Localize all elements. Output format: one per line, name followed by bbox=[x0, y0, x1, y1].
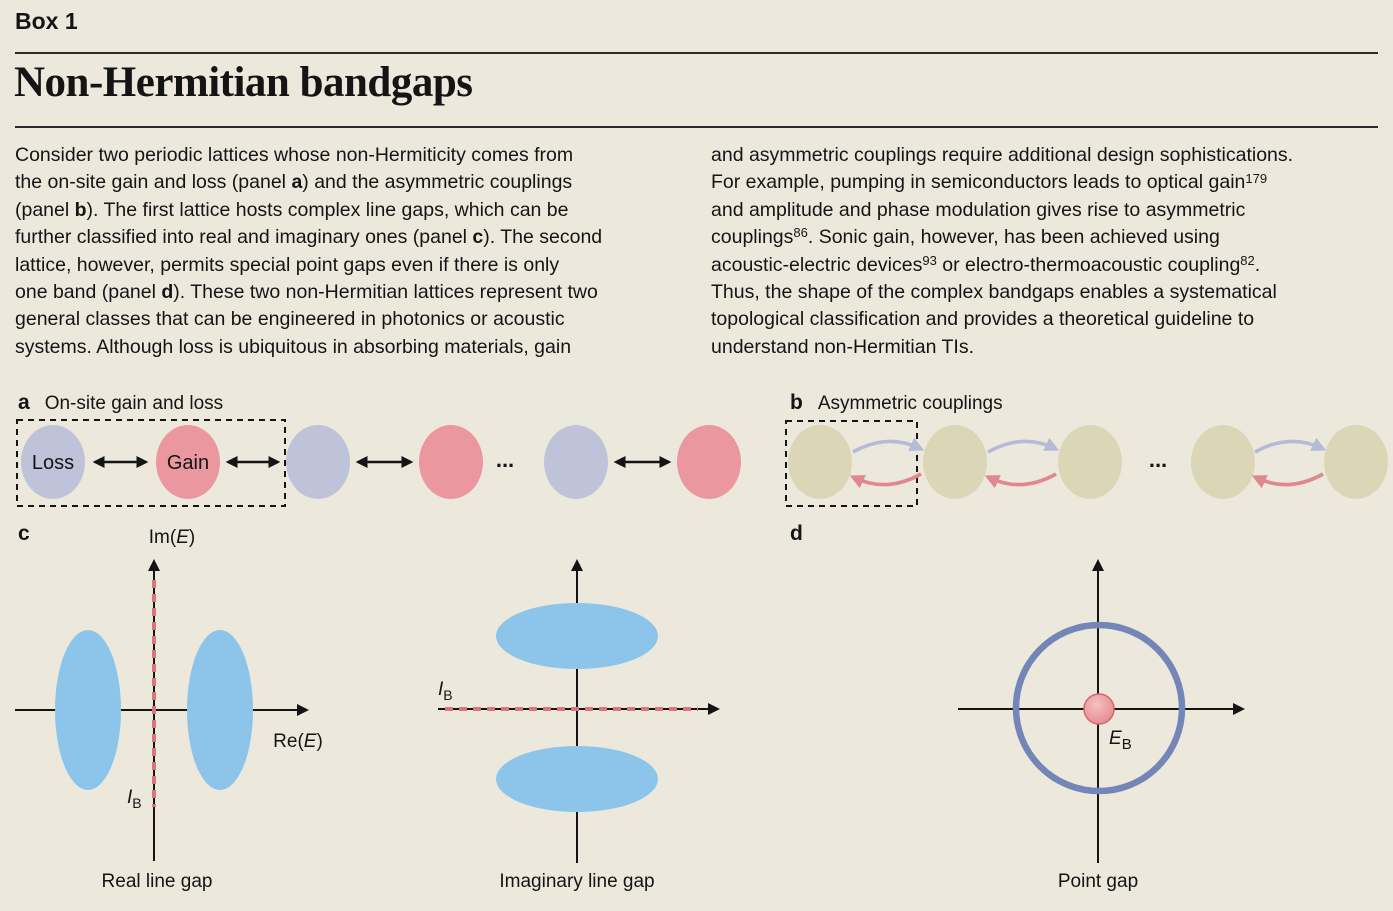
lattice-site-circle bbox=[788, 425, 852, 499]
real-line-gap-caption: Real line gap bbox=[101, 871, 213, 892]
forward-coupling-arrow bbox=[1254, 437, 1327, 454]
loss-site-circle bbox=[544, 425, 608, 499]
header-divider-top bbox=[15, 52, 1378, 54]
energy-band-ellipse bbox=[496, 603, 658, 669]
unit-cell-dashed-box bbox=[785, 420, 918, 507]
loss-site-label: Loss bbox=[32, 452, 74, 474]
point-gap-diagram: EB bbox=[958, 559, 1245, 863]
backward-coupling-arrow bbox=[984, 472, 1057, 489]
lattice-site-circle bbox=[1324, 425, 1388, 499]
panel-a-header: a On-site gain and loss bbox=[18, 391, 223, 415]
panel-c-header: c bbox=[18, 522, 30, 546]
panel-b-letter: b bbox=[790, 391, 803, 414]
page-title: Non-Hermitian bandgaps bbox=[14, 59, 473, 106]
real-axis-label: Re(E) bbox=[273, 731, 323, 752]
gap-point-label: IB bbox=[127, 787, 142, 811]
imaginary-line-gap-caption: Imaginary line gap bbox=[499, 871, 655, 892]
lattice-ellipsis: ... bbox=[496, 447, 514, 472]
imaginary-axis-label: Im(E) bbox=[149, 527, 195, 548]
forward-coupling-arrow bbox=[987, 437, 1060, 454]
gain-site-label: Gain bbox=[167, 452, 209, 474]
body-text-right-column: and asymmetric couplings require additio… bbox=[711, 144, 1294, 358]
loss-site-circle bbox=[286, 425, 350, 499]
energy-band-ellipse bbox=[55, 630, 121, 790]
reference-energy-label: EB bbox=[1109, 728, 1132, 753]
lattice-site-circle bbox=[1058, 425, 1122, 499]
gap-point-label: IB bbox=[438, 679, 453, 703]
energy-band-ellipse bbox=[187, 630, 253, 790]
panel-b-title: Asymmetric couplings bbox=[817, 393, 1003, 414]
panel-a-letter: a bbox=[18, 391, 30, 414]
loss-site-circle bbox=[21, 425, 85, 499]
panel-b-header: b Asymmetric couplings bbox=[790, 391, 1003, 415]
lattice-ellipsis: ... bbox=[1149, 447, 1167, 472]
backward-coupling-arrow bbox=[849, 472, 922, 489]
box-number-label: Box 1 bbox=[15, 8, 78, 34]
panel-b-lattice-diagram: ... bbox=[785, 420, 1388, 507]
energy-band-ellipse bbox=[496, 746, 658, 812]
body-text-left-column: Consider two periodic lattices whose non… bbox=[15, 144, 603, 358]
header-divider-bottom bbox=[15, 126, 1378, 128]
panel-d-letter: d bbox=[790, 522, 803, 545]
forward-coupling-arrow bbox=[852, 437, 925, 454]
lattice-site-circle bbox=[1191, 425, 1255, 499]
point-gap-caption: Point gap bbox=[1057, 871, 1139, 892]
gain-site-circle bbox=[677, 425, 741, 499]
gain-site-circle bbox=[156, 425, 220, 499]
panel-a-lattice-diagram: Loss Gain ... bbox=[16, 419, 741, 507]
lattice-site-circle bbox=[923, 425, 987, 499]
backward-coupling-arrow bbox=[1251, 472, 1324, 489]
unit-cell-dashed-box bbox=[16, 419, 286, 507]
real-line-gap-diagram: Im(E) Re(E) IB bbox=[15, 527, 323, 861]
panel-a-title: On-site gain and loss bbox=[44, 393, 224, 414]
imaginary-line-gap-diagram: IB bbox=[438, 559, 720, 863]
panel-d-header: d bbox=[790, 522, 803, 546]
panel-c-letter: c bbox=[18, 522, 30, 545]
gain-site-circle bbox=[419, 425, 483, 499]
reference-point-dot bbox=[1083, 693, 1115, 725]
spectral-loop-ring bbox=[1012, 621, 1186, 795]
